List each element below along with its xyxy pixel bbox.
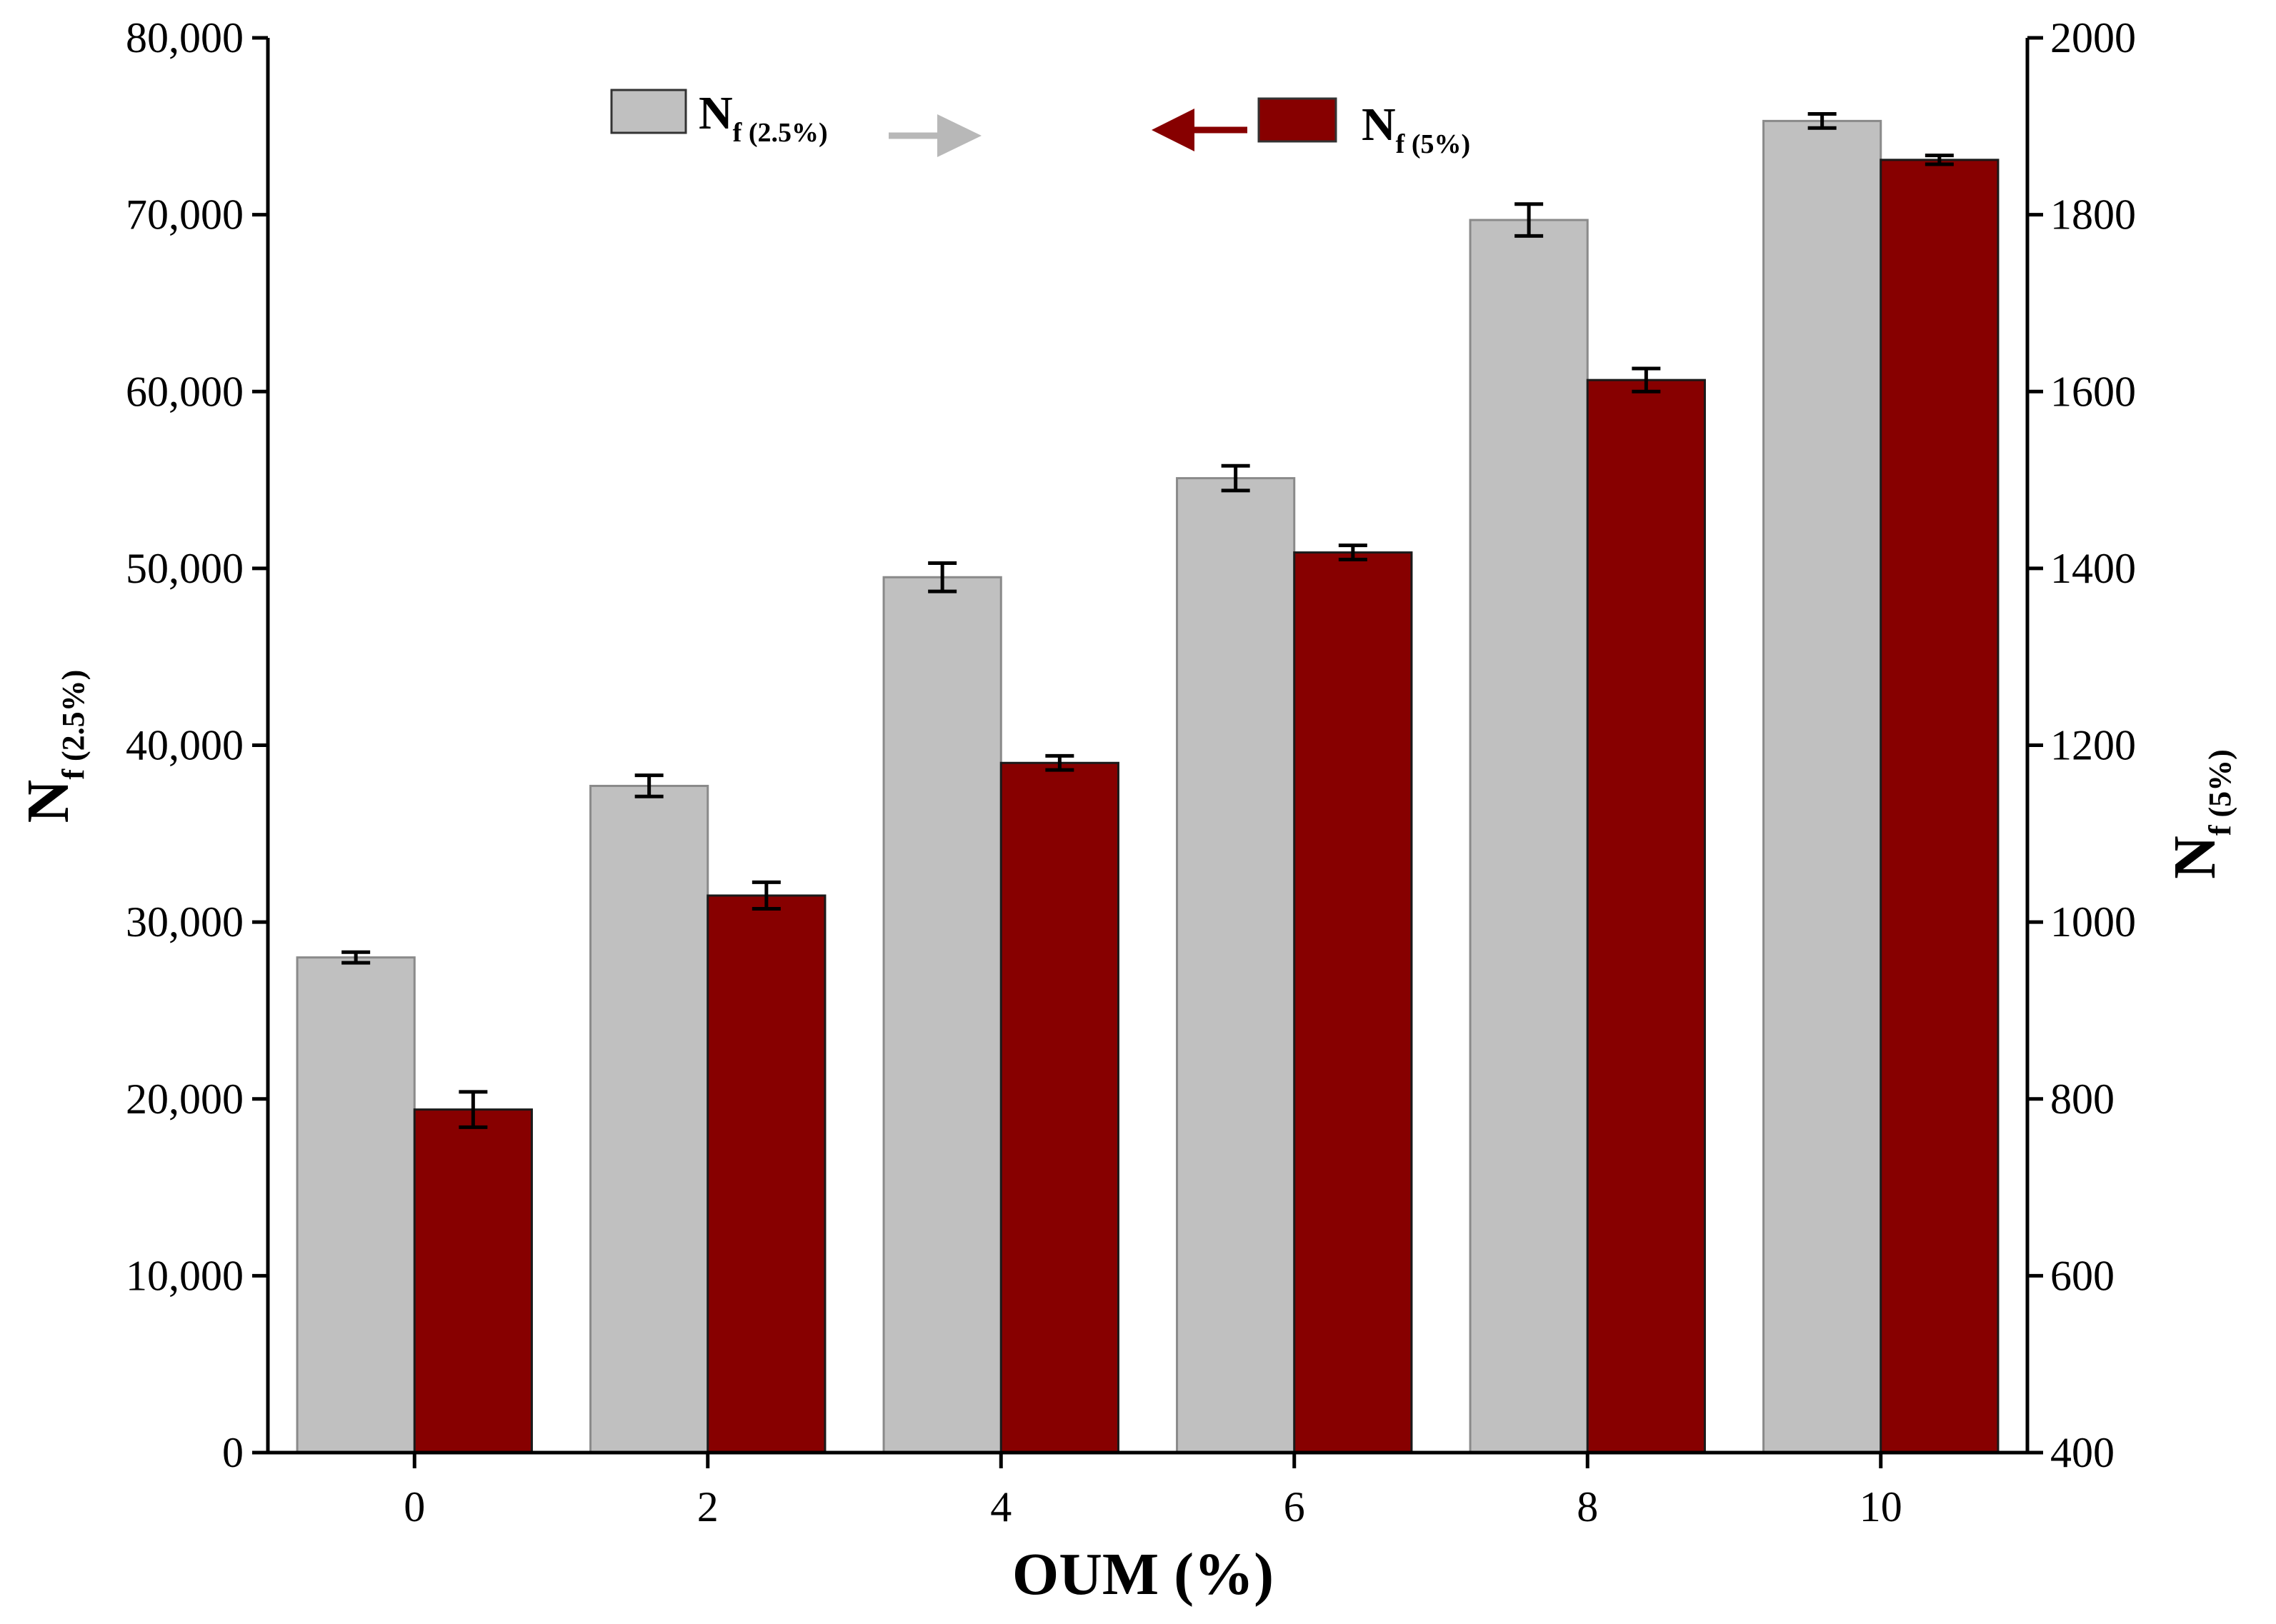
- bar-nf-2-5-8: [1469, 219, 1589, 1454]
- bar-nf-2-5-10: [1762, 119, 1882, 1454]
- left-tick-label-20000: 20,000: [126, 1076, 244, 1123]
- legend-item-nf-5: Nf (5%): [1152, 97, 1470, 159]
- right-axis-title-main: N: [2162, 836, 2228, 879]
- x-tick-label-6: 6: [1284, 1483, 1305, 1530]
- left-tick-label-30000: 30,000: [126, 898, 244, 946]
- bars-layer: [296, 119, 2000, 1454]
- left-tick-label-60000: 60,000: [126, 368, 244, 415]
- bar-nf-5-2: [707, 894, 827, 1454]
- bar-nf-5-8: [1586, 379, 1706, 1454]
- legend-swatch-nf-2-5: [610, 89, 687, 134]
- right-tick-label-1000: 1000: [2050, 898, 2136, 946]
- left-tick-label-70000: 70,000: [126, 191, 244, 239]
- right-tick-label-600: 600: [2050, 1252, 2115, 1299]
- right-axis-ticks: 400 600 800 1000 1200 1400 1600 1800 2000: [2027, 14, 2136, 1476]
- x-axis-title: OUM (%): [1012, 1541, 1274, 1608]
- right-tick-label-800: 800: [2050, 1076, 2115, 1123]
- bar-nf-5-4: [999, 761, 1119, 1454]
- right-tick-label-1200: 1200: [2050, 722, 2136, 769]
- left-tick-label-0: 0: [222, 1429, 244, 1476]
- x-tick-label-10: 10: [1860, 1483, 1902, 1530]
- bar-nf-5-0: [413, 1108, 533, 1454]
- left-axis-title-main: N: [15, 780, 81, 823]
- left-axis-title: Nf (2.5%): [15, 670, 91, 823]
- x-tick-label-4: 4: [990, 1483, 1012, 1530]
- right-tick-label-400: 400: [2050, 1429, 2115, 1476]
- legend-item-nf-2-5: Nf (2.5%): [610, 87, 982, 157]
- x-tick-label-2: 2: [697, 1483, 719, 1530]
- arrow-right-icon: [889, 114, 982, 157]
- left-axis-ticks: 0 10,000 20,000 30,000 40,000 50,000 60,000 70,…: [126, 14, 268, 1476]
- legend: Nf (2.5%) Nf (5%): [610, 87, 1470, 159]
- left-axis-title-sub: f (2.5%): [56, 670, 91, 780]
- x-axis-ticks: 0 2 4 6 8 10: [404, 1453, 1902, 1530]
- svg-text:Nf (5%): Nf (5%): [2162, 749, 2237, 879]
- left-tick-label-50000: 50,000: [126, 545, 244, 592]
- bar-nf-2-5-6: [1176, 477, 1296, 1454]
- right-tick-label-2000: 2000: [2050, 14, 2136, 61]
- bar-nf-5-6: [1293, 551, 1413, 1454]
- left-tick-label-10000: 10,000: [126, 1252, 244, 1299]
- arrow-left-icon: [1152, 109, 1247, 151]
- bar-nf-2-5-0: [296, 956, 416, 1454]
- right-tick-label-1400: 1400: [2050, 545, 2136, 592]
- svg-text:Nf (2.5%): Nf (2.5%): [15, 670, 91, 823]
- left-tick-label-80000: 80,000: [126, 14, 244, 61]
- x-tick-label-8: 8: [1577, 1483, 1598, 1530]
- legend-swatch-nf-5: [1257, 97, 1337, 143]
- x-tick-label-0: 0: [404, 1483, 425, 1530]
- bar-nf-2-5-4: [882, 576, 1002, 1454]
- right-axis-title: Nf (5%): [2162, 749, 2237, 879]
- right-axis-title-sub: f (5%): [2202, 749, 2237, 836]
- bar-nf-2-5-2: [589, 784, 709, 1454]
- right-tick-label-1800: 1800: [2050, 191, 2136, 239]
- right-tick-label-1600: 1600: [2050, 368, 2136, 415]
- legend-label-nf-5: Nf (5%): [1362, 99, 1470, 159]
- error-bars-layer: [341, 111, 1954, 1129]
- left-tick-label-40000: 40,000: [126, 722, 244, 769]
- bar-nf-5-10: [1880, 159, 2000, 1454]
- legend-label-nf-2-5: Nf (2.5%): [699, 87, 828, 148]
